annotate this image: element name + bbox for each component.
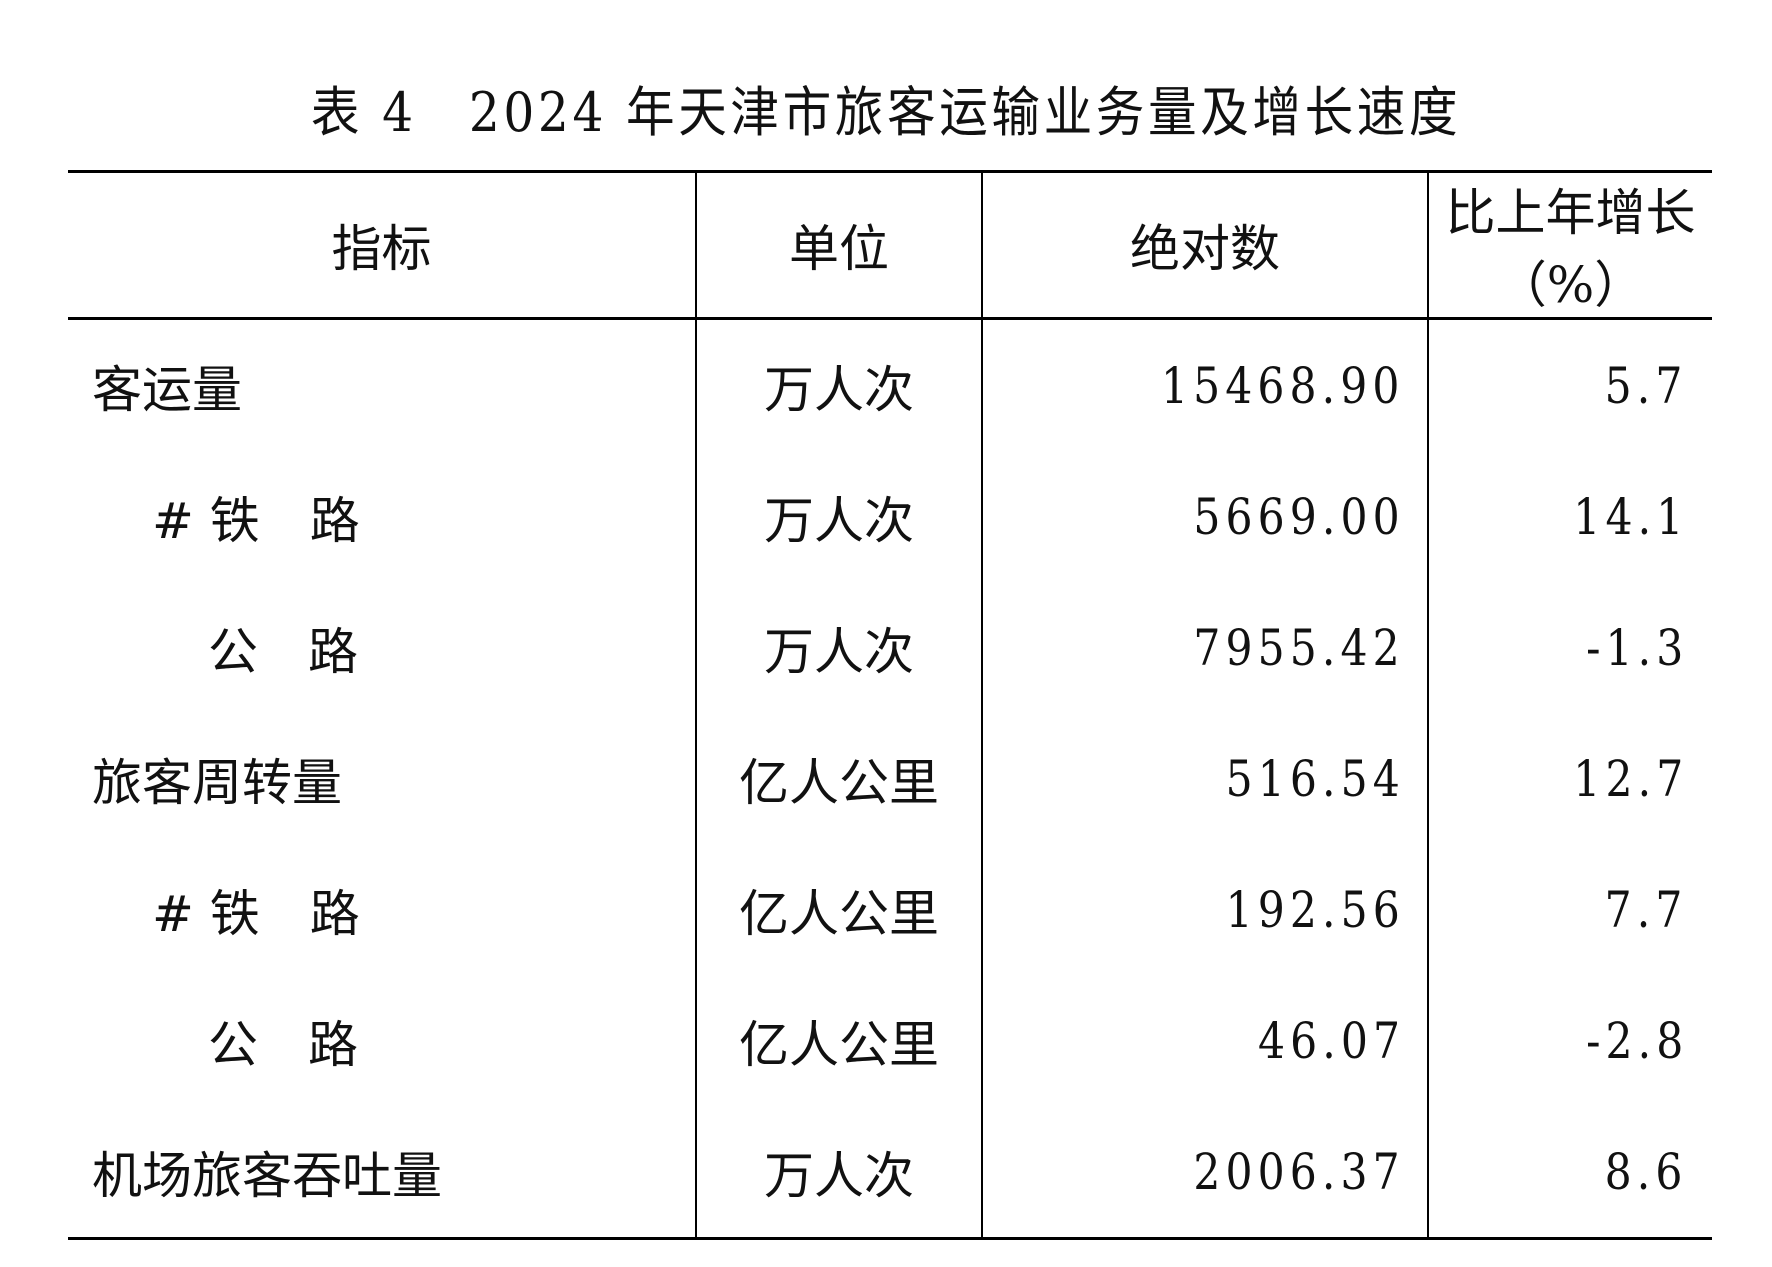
- table-title-text: 表 4 2024 年天津市旅客运输业务量及增长速度: [310, 81, 1462, 144]
- growth-cell-text: -1.3: [1585, 618, 1688, 677]
- growth-cell: -2.8: [1427, 975, 1712, 1106]
- growth-cell-text: 7.7: [1605, 880, 1688, 939]
- indicator-cell: 公 路: [68, 975, 696, 1106]
- header-growth: 比上年增长（%）: [1427, 171, 1712, 320]
- unit-cell-text: 万人次: [764, 360, 914, 419]
- value-cell-text: 15468.90: [1161, 356, 1405, 415]
- table-row: 机场旅客吞吐量 万人次 2006.37 8.6: [68, 1106, 1712, 1240]
- value-cell: 5669.00: [981, 451, 1428, 582]
- value-cell: 192.56: [981, 844, 1428, 975]
- table-row: 公 路 亿人公里 46.07 -2.8: [68, 975, 1712, 1106]
- growth-cell: 14.1: [1427, 451, 1712, 582]
- table-row: 客运量 万人次 15468.90 5.7: [68, 318, 1712, 452]
- indicator-cell: 客运量: [68, 319, 696, 452]
- value-cell: 516.54: [981, 713, 1428, 844]
- indicator-cell-text: # 铁 路: [152, 491, 360, 550]
- growth-cell: 7.7: [1427, 844, 1712, 975]
- value-cell-text: 7955.42: [1193, 618, 1405, 677]
- growth-cell-text: 12.7: [1572, 749, 1688, 808]
- header-indicator: 指标: [68, 171, 696, 320]
- indicator-cell-text: # 铁 路: [152, 884, 360, 943]
- table-row: 公 路 万人次 7955.42 -1.3: [68, 582, 1712, 713]
- table-title: 表 4 2024 年天津市旅客运输业务量及增长速度: [0, 68, 1772, 147]
- passenger-transport-table: 指标 单位 绝对数 比上年增长（%） 客运量 万人次 15468.90 5.7 # 铁 …: [68, 170, 1712, 1240]
- unit-cell: 亿人公里: [695, 713, 982, 844]
- value-cell-text: 46.07: [1257, 1011, 1405, 1070]
- growth-cell: -1.3: [1427, 582, 1712, 713]
- header-value: 绝对数: [981, 171, 1428, 320]
- table-row: # 铁 路 亿人公里 192.56 7.7: [68, 844, 1712, 975]
- indicator-cell: # 铁 路: [68, 451, 696, 582]
- value-cell: 7955.42: [981, 582, 1428, 713]
- unit-cell: 万人次: [695, 582, 982, 713]
- header-row: 指标 单位 绝对数 比上年增长（%）: [68, 171, 1712, 320]
- unit-cell-text: 亿人公里: [739, 753, 939, 812]
- value-cell-text: 192.56: [1225, 880, 1405, 939]
- value-cell-text: 2006.37: [1193, 1142, 1405, 1201]
- indicator-cell-text: 旅客周转量: [92, 753, 342, 812]
- unit-cell: 万人次: [695, 1106, 982, 1240]
- growth-cell-text: -2.8: [1585, 1011, 1688, 1070]
- unit-cell: 亿人公里: [695, 844, 982, 975]
- unit-cell-text: 亿人公里: [739, 884, 939, 943]
- unit-cell: 万人次: [695, 318, 982, 451]
- table-row: # 铁 路 万人次 5669.00 14.1: [68, 451, 1712, 582]
- growth-cell: 12.7: [1427, 713, 1712, 844]
- growth-cell: 8.6: [1427, 1106, 1712, 1240]
- indicator-cell: # 铁 路: [68, 844, 696, 975]
- value-cell: 46.07: [981, 975, 1428, 1106]
- unit-cell-text: 万人次: [764, 622, 914, 681]
- growth-cell-text: 8.6: [1605, 1142, 1688, 1201]
- indicator-cell: 公 路: [68, 582, 696, 713]
- growth-cell: 5.7: [1427, 318, 1712, 451]
- indicator-cell-text: 客运量: [92, 360, 242, 419]
- indicator-cell: 旅客周转量: [68, 713, 696, 844]
- value-cell-text: 5669.00: [1193, 487, 1405, 546]
- value-cell: 15468.90: [981, 318, 1428, 451]
- unit-cell-text: 万人次: [764, 1146, 914, 1205]
- indicator-cell-text: 公 路: [208, 622, 358, 681]
- indicator-cell-text: 机场旅客吞吐量: [92, 1146, 442, 1205]
- unit-cell: 万人次: [695, 451, 982, 582]
- value-cell-text: 516.54: [1225, 749, 1405, 808]
- unit-cell-text: 万人次: [764, 491, 914, 550]
- growth-cell-text: 5.7: [1605, 356, 1688, 415]
- header-unit: 单位: [695, 171, 982, 320]
- table-row: 旅客周转量 亿人公里 516.54 12.7: [68, 713, 1712, 844]
- growth-cell-text: 14.1: [1572, 487, 1688, 546]
- indicator-cell-text: 公 路: [208, 1015, 358, 1074]
- unit-cell: 亿人公里: [695, 975, 982, 1106]
- unit-cell-text: 亿人公里: [739, 1015, 939, 1074]
- value-cell: 2006.37: [981, 1106, 1428, 1240]
- indicator-cell: 机场旅客吞吐量: [68, 1106, 696, 1240]
